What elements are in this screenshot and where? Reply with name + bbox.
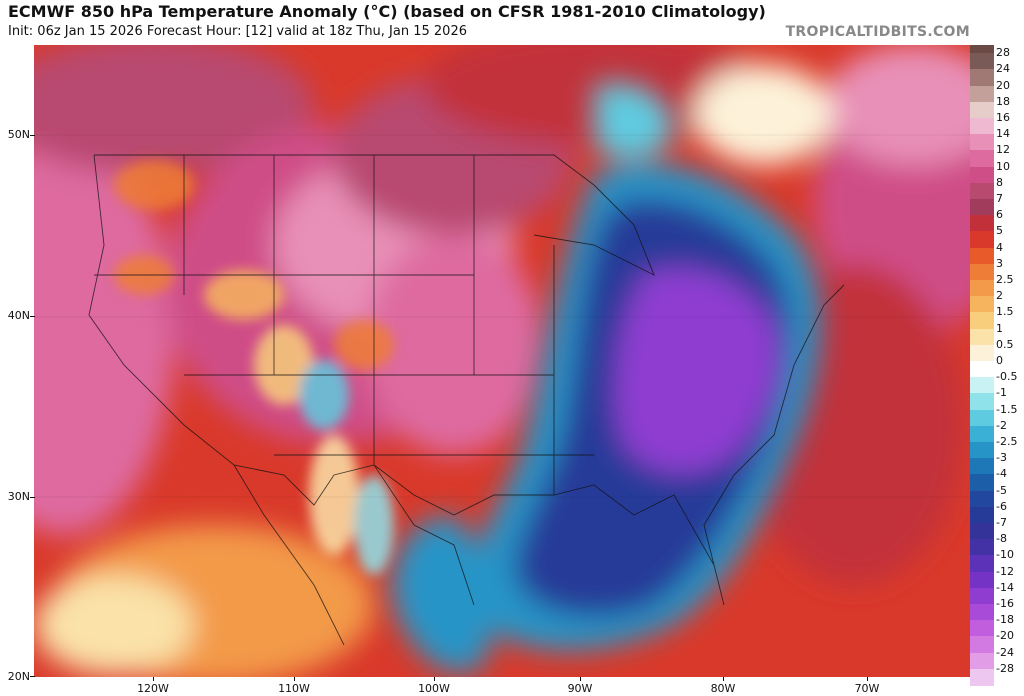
colorbar-segment (970, 215, 994, 233)
colorbar-segment (970, 425, 994, 443)
lon-label: 70W (854, 682, 880, 695)
colorbar-label: -2 (996, 418, 1007, 432)
colorbar-label: 16 (996, 110, 1010, 124)
colorbar-label: -14 (996, 580, 1014, 594)
colorbar-label: -16 (996, 597, 1014, 611)
colorbar-label: 6 (996, 208, 1003, 222)
colorbar-segment (970, 604, 994, 622)
colorbar-segment (970, 279, 994, 297)
temperature-anomaly-map (34, 45, 970, 677)
colorbar-label: -28 (996, 661, 1014, 675)
colorbar-label: 5 (996, 224, 1003, 238)
map-svg (34, 45, 970, 677)
colorbar-segment (970, 652, 994, 670)
colorbar-segment (970, 636, 994, 654)
colorbar-label: 24 (996, 62, 1010, 76)
lon-label: 120W (137, 682, 169, 695)
colorbar-label: 1 (996, 321, 1003, 335)
colorbar-label: 20 (996, 78, 1010, 92)
colorbar-segment (970, 182, 994, 200)
colorbar-segment (970, 506, 994, 524)
colorbar-label: -12 (996, 564, 1014, 578)
colorbar-label: -10 (996, 548, 1014, 562)
colorbar-segment (970, 53, 994, 71)
colorbar-segment (970, 198, 994, 216)
colorbar-segment (970, 263, 994, 281)
colorbar-segment (970, 474, 994, 492)
colorbar-segment (970, 69, 994, 87)
colorbar-label: -18 (996, 613, 1014, 627)
colorbar-label: 12 (996, 143, 1010, 157)
colorbar-label: -7 (996, 516, 1007, 530)
lon-label: 80W (710, 682, 736, 695)
boundaries (88, 154, 845, 646)
colorbar-label: -1.5 (996, 402, 1018, 416)
colorbar-label: -20 (996, 629, 1014, 643)
colorbar-label: -1 (996, 386, 1007, 400)
lon-label: 90W (567, 682, 593, 695)
colorbar-segment (970, 490, 994, 508)
colorbar-label: -0.5 (996, 370, 1018, 384)
colorbar-segment (970, 393, 994, 411)
colorbar-segment (970, 458, 994, 476)
colorbar-label: -5 (996, 483, 1007, 497)
colorbar-label: -3 (996, 451, 1007, 465)
colorbar-label: -24 (996, 645, 1014, 659)
colorbar-label: 7 (996, 191, 1003, 205)
colorbar (970, 45, 994, 686)
colorbar-segment (970, 442, 994, 460)
colorbar-segment (970, 571, 994, 589)
colorbar-label: -8 (996, 532, 1007, 546)
colorbar-label: -6 (996, 499, 1007, 513)
colorbar-label: 2 (996, 289, 1003, 303)
colorbar-segment (970, 587, 994, 605)
colorbar-label: 10 (996, 159, 1010, 173)
colorbar-label: 8 (996, 175, 1003, 189)
lat-label: 50N (7, 128, 30, 141)
colorbar-segment (970, 231, 994, 249)
colorbar-segment (970, 166, 994, 184)
colorbar-segment (970, 150, 994, 168)
colorbar-segment (970, 312, 994, 330)
colorbar-label: 14 (996, 127, 1010, 141)
colorbar-segment (970, 45, 994, 55)
colorbar-segment (970, 361, 994, 378)
colorbar-segment (970, 134, 994, 152)
colorbar-segment (970, 247, 994, 265)
colorbar-label: 18 (996, 94, 1010, 108)
lon-label: 100W (418, 682, 450, 695)
colorbar-segment (970, 101, 994, 119)
colorbar-segment (970, 523, 994, 541)
colorbar-segment (970, 409, 994, 427)
colorbar-segment (970, 555, 994, 573)
colorbar-label: 2.5 (996, 272, 1014, 286)
lon-label: 110W (278, 682, 310, 695)
colorbar-segment (970, 117, 994, 135)
lat-label: 30N (7, 490, 30, 503)
colorbar-segment (970, 668, 994, 686)
colorbar-label: 0 (996, 354, 1003, 367)
colorbar-label: 3 (996, 256, 1003, 270)
colorbar-label: -4 (996, 467, 1007, 481)
colorbar-segment (970, 296, 994, 314)
colorbar-label: 1.5 (996, 305, 1014, 319)
colorbar-segment (970, 328, 994, 346)
lat-label: 20N (7, 670, 30, 683)
lat-label: 40N (7, 309, 30, 322)
colorbar-segment (970, 539, 994, 557)
forecast-info: Init: 06z Jan 15 2026 Forecast Hour: [12… (8, 24, 467, 39)
map-title: ECMWF 850 hPa Temperature Anomaly (°C) (… (8, 2, 766, 21)
colorbar-label: 28 (996, 46, 1010, 60)
colorbar-segment (970, 344, 994, 362)
watermark: TROPICALTIDBITS.COM (785, 24, 970, 40)
colorbar-segment (970, 377, 994, 395)
colorbar-label: 4 (996, 240, 1003, 254)
colorbar-label: -2.5 (996, 435, 1018, 449)
colorbar-label: 0.5 (996, 337, 1014, 351)
colorbar-segment (970, 85, 994, 103)
colorbar-segment (970, 620, 994, 638)
